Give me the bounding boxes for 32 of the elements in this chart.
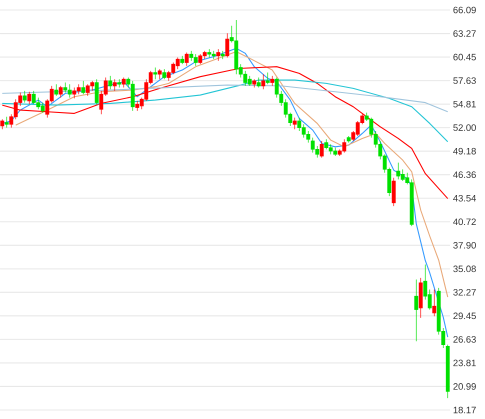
y-tick-label: 29.45 xyxy=(453,312,476,320)
y-tick-label: 63.27 xyxy=(453,30,476,37)
y-tick-label: 43.54 xyxy=(453,194,476,202)
y-tick-label: 26.63 xyxy=(453,336,476,343)
candlestick xyxy=(194,54,198,66)
candlestick xyxy=(0,118,4,130)
y-tick-label: 40.72 xyxy=(453,218,476,226)
line-series xyxy=(15,51,448,298)
y-tick-label: 66.09 xyxy=(453,6,476,14)
line-series xyxy=(2,66,448,200)
candlestick xyxy=(207,48,212,58)
candlestick xyxy=(81,80,86,95)
candlestick xyxy=(198,54,202,65)
y-tick-label: 49.18 xyxy=(453,148,476,154)
y-tick-label: 20.99 xyxy=(453,383,476,390)
y-tick-label: 18.17 xyxy=(454,406,476,414)
y-tick-label: 54.81 xyxy=(453,100,476,108)
y-tick-label: 23.81 xyxy=(453,360,476,366)
y-tick-label: 57.63 xyxy=(453,77,476,84)
y-tick-label: 32.27 xyxy=(453,289,476,296)
candlestick xyxy=(162,68,166,80)
candlestick xyxy=(94,78,99,105)
candlestick xyxy=(396,162,400,180)
y-tick-label: 52.00 xyxy=(453,124,476,131)
line-series xyxy=(2,84,448,112)
candlestick xyxy=(86,84,90,96)
candlestick xyxy=(58,86,63,98)
y-tick-label: 46.36 xyxy=(453,171,476,178)
line-series xyxy=(2,80,448,142)
y-tick-label: 35.08 xyxy=(453,266,476,272)
y-tick-label: 60.45 xyxy=(453,54,476,60)
y-tick-label: 37.90 xyxy=(453,242,476,249)
